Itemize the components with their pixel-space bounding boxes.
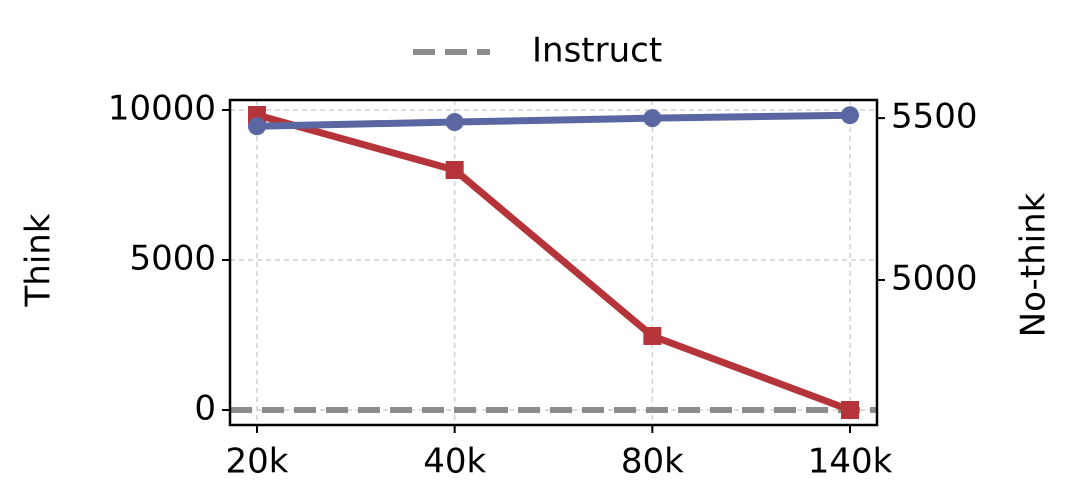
x-tick-label: 40k — [423, 442, 486, 482]
y2-tick-label: 5500 — [891, 97, 978, 137]
y-tick-label: 0 — [194, 388, 216, 428]
y2-tick-label: 5000 — [891, 258, 978, 298]
legend-label: Instruct — [532, 31, 662, 71]
marker — [248, 117, 266, 136]
marker — [445, 160, 464, 179]
marker — [445, 113, 464, 132]
marker — [841, 400, 859, 419]
x-tick-label: 80k — [621, 442, 684, 482]
x-tick-label: 140k — [808, 442, 893, 482]
marker — [841, 106, 859, 125]
y-tick-label: 10000 — [108, 88, 216, 128]
x-tick-label: 20k — [226, 442, 289, 482]
marker — [643, 326, 662, 345]
marker — [643, 109, 662, 128]
y-axis-label: Think — [19, 213, 59, 307]
plot-frame — [228, 98, 879, 427]
series-line — [256, 111, 852, 414]
series-line — [256, 111, 851, 130]
y-tick-label: 5000 — [129, 238, 216, 278]
y2-axis-label: No-think — [1014, 192, 1054, 337]
